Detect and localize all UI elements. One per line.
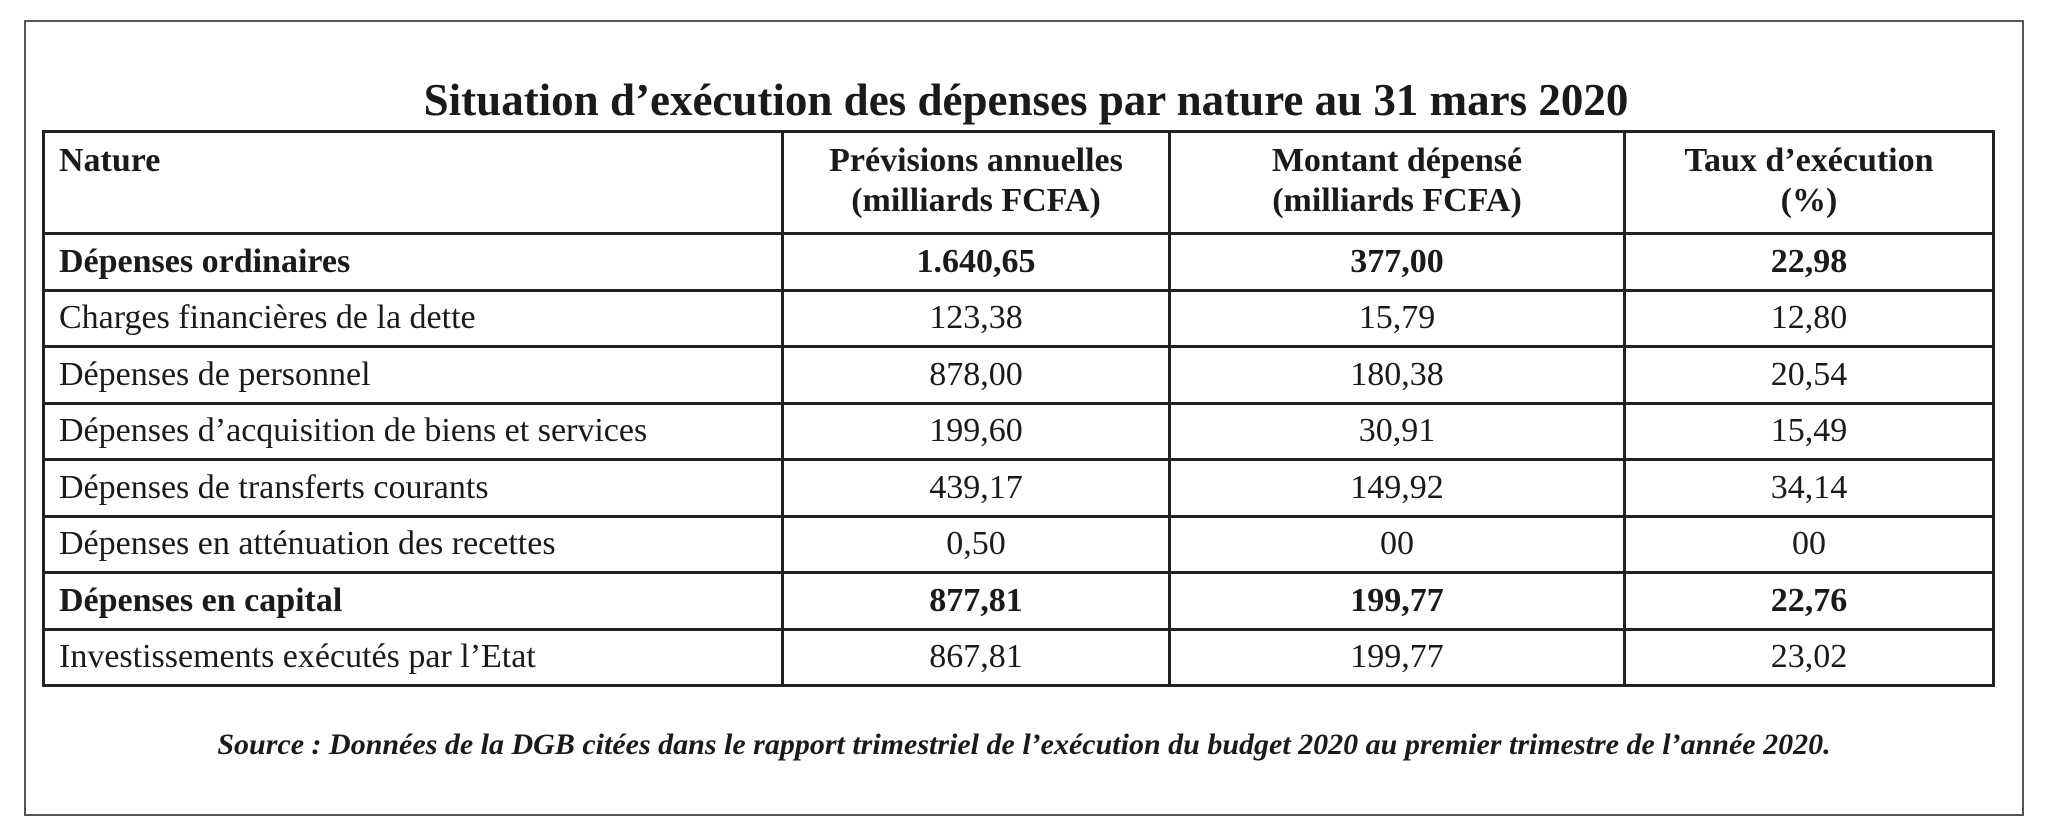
cell-previsions: 867,81: [781, 627, 1171, 687]
cell-taux: 23,02: [1623, 627, 1995, 687]
cell-taux: 15,49: [1623, 401, 1995, 461]
column-header-previsions: Prévisions annuelles (milliards FCFA): [781, 130, 1171, 235]
cell-montant: 30,91: [1168, 401, 1626, 461]
cell-previsions: 0,50: [781, 514, 1171, 574]
cell-nature: Dépenses ordinaires: [42, 232, 784, 292]
table-row: Investissements exécutés par l’Etat 867,8…: [42, 627, 1995, 687]
cell-taux: 22,76: [1623, 571, 1995, 631]
cell-nature: Investissements exécutés par l’Etat: [42, 627, 784, 687]
column-header-montant: Montant dépensé (milliards FCFA): [1168, 130, 1626, 235]
cell-nature: Dépenses en atténuation des recettes: [42, 514, 784, 574]
column-header-taux: Taux d’exécution (%): [1623, 130, 1995, 235]
cell-nature: Charges financières de la dette: [42, 288, 784, 348]
cell-montant: 199,77: [1168, 571, 1626, 631]
cell-montant: 377,00: [1168, 232, 1626, 292]
table-row: Dépenses d’acquisition de biens et servi…: [42, 401, 1995, 461]
column-header-label: Taux d’exécution (%): [1684, 142, 1934, 219]
column-header-label: Montant dépensé (milliards FCFA): [1271, 142, 1523, 219]
cell-nature: Dépenses de transferts courants: [42, 458, 784, 518]
table-title: Situation d’exécution des dépenses par n…: [423, 75, 1629, 125]
table-row: Dépenses de transferts courants 439,17 149…: [42, 458, 1995, 518]
column-header-label: Nature: [59, 142, 161, 179]
table-frame: Situation d’exécution des dépenses par n…: [24, 20, 2024, 816]
table-row: Dépenses de personnel 878,00 180,38 20,54: [42, 345, 1995, 405]
table-row: Dépenses ordinaires 1.640,65 377,00 22,98: [42, 232, 1995, 292]
cell-taux: 34,14: [1623, 458, 1995, 518]
cell-montant: 180,38: [1168, 345, 1626, 405]
table-row: Charges financières de la dette 123,38 15,…: [42, 288, 1995, 348]
cell-taux: 12,80: [1623, 288, 1995, 348]
header-row: Nature Prévisions annuelles (milliards FC…: [42, 130, 1995, 235]
cell-montant: 199,77: [1168, 627, 1626, 687]
cell-previsions: 878,00: [781, 345, 1171, 405]
table-body: Dépenses ordinaires 1.640,65 377,00 22,98 Ch…: [42, 232, 1995, 687]
table-row: Dépenses en atténuation des recettes 0,50…: [42, 514, 1995, 574]
cell-taux: 20,54: [1623, 345, 1995, 405]
cell-previsions: 199,60: [781, 401, 1171, 461]
column-header-nature: Nature: [42, 130, 784, 235]
cell-nature: Dépenses d’acquisition de biens et servi…: [42, 401, 784, 461]
cell-montant: 149,92: [1168, 458, 1626, 518]
cell-montant: 00: [1168, 514, 1626, 574]
cell-previsions: 439,17: [781, 458, 1171, 518]
cell-taux: 22,98: [1623, 232, 1995, 292]
cell-previsions: 123,38: [781, 288, 1171, 348]
cell-nature: Dépenses en capital: [42, 571, 784, 631]
cell-previsions: 1.640,65: [781, 232, 1171, 292]
source-note: Source : Données de la DGB citées dans l…: [217, 728, 1831, 761]
cell-nature: Dépenses de personnel: [42, 345, 784, 405]
cell-previsions: 877,81: [781, 571, 1171, 631]
table-row: Dépenses en capital 877,81 199,77 22,76: [42, 571, 1995, 631]
cell-taux: 00: [1623, 514, 1995, 574]
cell-montant: 15,79: [1168, 288, 1626, 348]
column-header-label: Prévisions annuelles (milliards FCFA): [829, 142, 1123, 219]
budget-table: Nature Prévisions annuelles (milliards FC…: [42, 130, 1995, 687]
